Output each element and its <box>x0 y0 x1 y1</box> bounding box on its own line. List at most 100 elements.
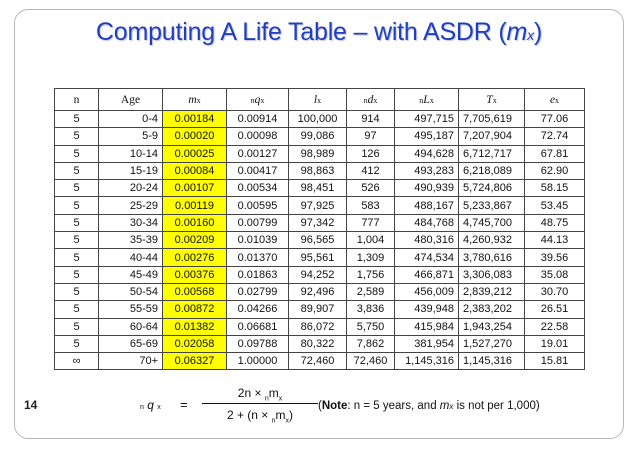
table-cell: 480,316 <box>394 231 459 250</box>
table-cell: 1,145,316 <box>458 352 525 371</box>
column-header-label: n <box>73 93 80 106</box>
table-cell: 1,145,316 <box>394 352 459 371</box>
table-cell: 497,715 <box>394 109 459 129</box>
table-cell: 0-4 <box>98 109 163 129</box>
table-cell: 72,460 <box>288 352 347 371</box>
table-cell: 99,086 <box>288 127 347 146</box>
table-cell: 415,984 <box>394 317 459 336</box>
table-cell: 6,218,089 <box>458 161 525 181</box>
column-header-subscript: x <box>555 95 560 105</box>
table-body: 5 0-4 0.00184 0.00914 100,000 914 497,715 7,705… <box>54 109 585 371</box>
table-cell: 15.81 <box>524 352 585 371</box>
table-cell: 5 <box>54 196 99 215</box>
table-cell: 86,072 <box>288 317 347 336</box>
table-cell: 381,954 <box>394 334 459 354</box>
column-header-label: e <box>549 93 556 106</box>
table-cell: 490,939 <box>394 179 459 198</box>
mx-cell: 0.00209 <box>162 231 227 250</box>
column-header-prefix: n <box>250 95 255 105</box>
mx-cell: 0.00084 <box>162 161 227 181</box>
table-cell: 7,207,904 <box>458 127 525 146</box>
column-header-label: m <box>188 93 197 106</box>
table-cell: 1.00000 <box>226 352 289 371</box>
table-cell: 1,943,254 <box>458 317 525 336</box>
column-header: Age <box>98 88 163 111</box>
mx-cell: 0.01382 <box>162 317 227 336</box>
table-row: 5 5-9 0.00020 0.00098 99,086 97 495,187 7,207,9… <box>54 127 585 146</box>
table-cell: 22.58 <box>524 317 585 336</box>
table-cell: 583 <box>346 196 395 215</box>
mx-cell: 0.00376 <box>162 265 227 284</box>
table-row: 5 45-49 0.00376 0.01863 94,252 1,756 466,871 3,… <box>54 265 585 284</box>
table-row: 5 55-59 0.00872 0.04266 89,907 3,836 439,948 2,… <box>54 300 585 319</box>
table-cell: 65-69 <box>98 334 163 354</box>
column-header-label: Age <box>120 93 141 106</box>
table-cell: 15-19 <box>98 161 163 181</box>
table-cell: 100,000 <box>288 109 347 129</box>
formula-num-pre: n <box>264 395 269 403</box>
table-cell: 5 <box>54 144 99 163</box>
table-cell: 5-9 <box>98 127 163 146</box>
table-cell: 6,712,717 <box>458 144 525 163</box>
table-row: 5 50-54 0.00568 0.02799 92,496 2,589 456,009 2,… <box>54 282 585 302</box>
table-cell: 526 <box>346 179 395 198</box>
column-header: nqx <box>226 88 289 111</box>
table-cell: 40-44 <box>98 248 163 267</box>
column-header: ex <box>524 88 585 111</box>
table-cell: 5 <box>54 213 99 233</box>
table-cell: 0.01863 <box>226 265 289 284</box>
formula-lhs: n q x <box>140 398 161 412</box>
table-cell: 0.00595 <box>226 196 289 215</box>
page-number: 14 <box>24 398 38 412</box>
column-header-prefix: n <box>419 95 424 105</box>
table-cell: 456,009 <box>394 282 459 302</box>
column-header: Tx <box>458 88 525 111</box>
formula-denominator: 2 + (n × nmx) <box>198 408 322 424</box>
table-cell: 4,260,932 <box>458 231 525 250</box>
table-row: 5 40-44 0.00276 0.01370 95,561 1,309 474,534 3,… <box>54 248 585 267</box>
title-variable: m <box>506 18 528 46</box>
table-cell: 914 <box>346 109 395 129</box>
table-cell: 5 <box>54 127 99 146</box>
table-row: 5 15-19 0.00084 0.00417 98,863 412 493,283 6,21… <box>54 161 585 181</box>
column-header-label: L <box>423 93 430 106</box>
table-cell: 10-14 <box>98 144 163 163</box>
note-open: ( <box>318 400 322 412</box>
formula-num-var: m <box>268 386 279 400</box>
column-header-label: d <box>367 93 374 106</box>
title-close: ) <box>533 18 543 46</box>
table-cell: 439,948 <box>394 300 459 319</box>
table-cell: 2,589 <box>346 282 395 302</box>
column-header: lx <box>288 88 347 111</box>
table-cell: 0.04266 <box>226 300 289 319</box>
table-cell: 1,004 <box>346 231 395 250</box>
mx-cell: 0.00160 <box>162 213 227 233</box>
table-cell: 0.06681 <box>226 317 289 336</box>
column-header-label: q <box>254 93 261 106</box>
table-cell: 777 <box>346 213 395 233</box>
table-cell: 30-34 <box>98 213 163 233</box>
table-cell: 0.01039 <box>226 231 289 250</box>
note-var: m <box>439 400 450 412</box>
mx-cell: 0.00020 <box>162 127 227 146</box>
formula-lhs-sub: x <box>157 404 161 411</box>
table-cell: 94,252 <box>288 265 347 284</box>
table-cell: 3,306,083 <box>458 265 525 284</box>
table-cell: 98,451 <box>288 179 347 198</box>
table-cell: 5,750 <box>346 317 395 336</box>
note-sub: x <box>449 402 454 411</box>
table-cell: 466,871 <box>394 265 459 284</box>
table-row: 5 35-39 0.00209 0.01039 96,565 1,004 480,316 4,… <box>54 231 585 250</box>
formula-den-close: ) <box>289 408 294 422</box>
table-cell: 5 <box>54 179 99 198</box>
table-cell: 0.02799 <box>226 282 289 302</box>
table-cell: 50-54 <box>98 282 163 302</box>
table-cell: 48.75 <box>524 213 585 233</box>
slide-title: Computing A Life Table – with ASDR (mx) <box>0 18 638 47</box>
table-row: 5 65-69 0.02058 0.09788 80,322 7,862 381,954 1,… <box>54 334 585 354</box>
table-cell: 3,836 <box>346 300 395 319</box>
table-row: 5 10-14 0.00025 0.00127 98,989 126 494,628 6,71… <box>54 144 585 163</box>
table-cell: 7,705,619 <box>458 109 525 129</box>
title-subscript: x <box>527 27 534 43</box>
mx-cell: 0.00872 <box>162 300 227 319</box>
